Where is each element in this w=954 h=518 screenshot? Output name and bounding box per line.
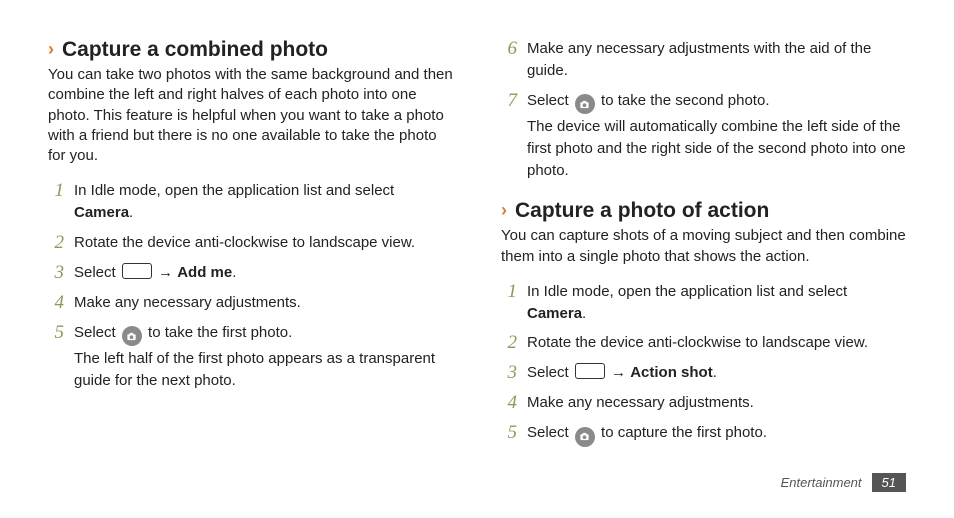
step-item: 1 In Idle mode, open the application list… bbox=[48, 180, 453, 224]
step-item: 3 Select → Action shot. bbox=[501, 362, 906, 384]
step-item: 6 Make any necessary adjustments with the… bbox=[501, 38, 906, 82]
step-bold: Camera bbox=[527, 305, 582, 322]
step-number: 4 bbox=[48, 293, 64, 314]
step-bold: Camera bbox=[74, 204, 129, 221]
step-number: 6 bbox=[501, 39, 517, 82]
step-text: Make any necessary adjustments. bbox=[74, 294, 301, 311]
step-item: 5 Select to capture the first photo. bbox=[501, 422, 906, 447]
right-column: 6 Make any necessary adjustments with the… bbox=[501, 38, 906, 455]
step-item: 4 Make any necessary adjustments. bbox=[501, 392, 906, 414]
step-body: In Idle mode, open the application list … bbox=[527, 281, 906, 325]
camera-shutter-icon bbox=[575, 427, 595, 447]
step-number: 5 bbox=[48, 323, 64, 392]
step-text: Select to take the first photo. bbox=[74, 324, 292, 341]
step-number: 1 bbox=[48, 181, 64, 224]
heading-combined-photo: › Capture a combined photo bbox=[48, 38, 453, 61]
page-number-badge: 51 bbox=[872, 473, 906, 492]
page-footer: Entertainment 51 bbox=[781, 473, 906, 492]
step-body: Select to take the first photo. The left … bbox=[74, 322, 453, 392]
settings-rect-icon bbox=[575, 363, 605, 379]
step-number: 4 bbox=[501, 393, 517, 414]
steps-combined-continued: 6 Make any necessary adjustments with the… bbox=[501, 38, 906, 181]
step-body: Make any necessary adjustments with the … bbox=[527, 38, 906, 82]
step-body: Select → Action shot. bbox=[527, 362, 906, 384]
step-item: 4 Make any necessary adjustments. bbox=[48, 292, 453, 314]
step-subtext: The device will automatically combine th… bbox=[527, 116, 906, 181]
heading-text: Capture a combined photo bbox=[62, 38, 328, 61]
step-body: Rotate the device anti-clockwise to land… bbox=[74, 232, 453, 254]
step-text: Select to take the second photo. bbox=[527, 92, 769, 109]
step-body: Select to take the second photo. The devi… bbox=[527, 90, 906, 182]
step-subtext: The left half of the first photo appears… bbox=[74, 348, 453, 392]
step-item: 3 Select → Add me. bbox=[48, 262, 453, 284]
step-item: 2 Rotate the device anti-clockwise to lan… bbox=[501, 332, 906, 354]
camera-shutter-icon bbox=[122, 326, 142, 346]
step-bold: Add me bbox=[177, 264, 232, 281]
lead-combined: You can take two photos with the same ba… bbox=[48, 65, 453, 166]
step-number: 3 bbox=[501, 363, 517, 384]
columns: › Capture a combined photo You can take … bbox=[48, 38, 906, 455]
step-body: Select → Add me. bbox=[74, 262, 453, 284]
step-text: Select to capture the first photo. bbox=[527, 424, 767, 441]
step-body: In Idle mode, open the application list … bbox=[74, 180, 453, 224]
step-body: Rotate the device anti-clockwise to land… bbox=[527, 332, 906, 354]
step-text: Make any necessary adjustments with the … bbox=[527, 40, 871, 79]
footer-section: Entertainment bbox=[781, 475, 862, 490]
step-text: Select → Add me. bbox=[74, 264, 236, 281]
step-text: Select → Action shot. bbox=[527, 364, 717, 381]
chevron-icon: › bbox=[501, 201, 507, 221]
step-body: Make any necessary adjustments. bbox=[74, 292, 453, 314]
steps-action: 1 In Idle mode, open the application list… bbox=[501, 281, 906, 447]
step-bold: Action shot bbox=[630, 364, 713, 381]
step-number: 7 bbox=[501, 91, 517, 182]
settings-rect-icon bbox=[122, 263, 152, 279]
left-column: › Capture a combined photo You can take … bbox=[48, 38, 453, 455]
step-text: Rotate the device anti-clockwise to land… bbox=[74, 234, 415, 251]
step-number: 2 bbox=[501, 333, 517, 354]
heading-text: Capture a photo of action bbox=[515, 199, 769, 222]
step-item: 5 Select to take the first photo. The left… bbox=[48, 322, 453, 392]
step-number: 3 bbox=[48, 263, 64, 284]
steps-combined: 1 In Idle mode, open the application list… bbox=[48, 180, 453, 391]
manual-page: › Capture a combined photo You can take … bbox=[0, 0, 954, 518]
step-text: Make any necessary adjustments. bbox=[527, 394, 754, 411]
step-item: 1 In Idle mode, open the application list… bbox=[501, 281, 906, 325]
step-text: Rotate the device anti-clockwise to land… bbox=[527, 334, 868, 351]
step-number: 1 bbox=[501, 282, 517, 325]
step-number: 5 bbox=[501, 423, 517, 447]
step-item: 7 Select to take the second photo. The dev… bbox=[501, 90, 906, 182]
step-item: 2 Rotate the device anti-clockwise to lan… bbox=[48, 232, 453, 254]
step-body: Select to capture the first photo. bbox=[527, 422, 906, 447]
lead-action: You can capture shots of a moving subjec… bbox=[501, 226, 906, 267]
step-text: In Idle mode, open the application list … bbox=[527, 283, 847, 322]
step-number: 2 bbox=[48, 233, 64, 254]
camera-shutter-icon bbox=[575, 94, 595, 114]
step-text: In Idle mode, open the application list … bbox=[74, 182, 394, 221]
heading-action-photo: › Capture a photo of action bbox=[501, 199, 906, 222]
step-body: Make any necessary adjustments. bbox=[527, 392, 906, 414]
chevron-icon: › bbox=[48, 40, 54, 60]
